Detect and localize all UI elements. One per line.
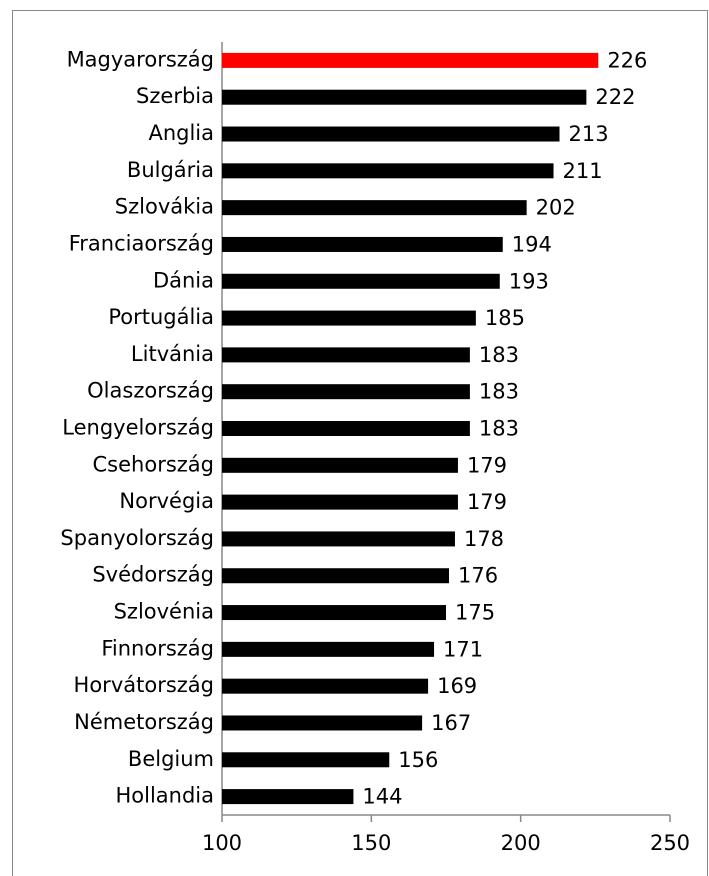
data-label: 167 — [431, 711, 471, 735]
x-tick-label: 250 — [650, 831, 690, 855]
y-tick-label: Lengyelország — [62, 416, 214, 440]
y-tick-label: Magyarország — [67, 47, 214, 71]
y-tick-label: Horvátország — [74, 673, 214, 697]
bar — [222, 457, 458, 473]
data-label: 211 — [563, 159, 603, 183]
data-label: 194 — [512, 232, 552, 256]
data-label: 144 — [362, 785, 402, 809]
data-label: 183 — [479, 380, 519, 404]
y-tick-label: Németország — [74, 710, 214, 734]
data-label: 226 — [607, 48, 647, 72]
y-tick-label: Hollandia — [115, 784, 214, 808]
bar — [222, 384, 470, 400]
y-tick-label: Szlovénia — [114, 600, 214, 624]
y-tick-label: Norvégia — [119, 489, 214, 513]
y-tick-label: Spanyolország — [60, 526, 214, 550]
bar — [222, 789, 354, 805]
data-label: 193 — [509, 269, 549, 293]
data-label: 171 — [443, 637, 483, 661]
y-tick-label: Szlovákia — [115, 195, 214, 219]
y-tick-label: Finnország — [101, 636, 214, 660]
bar — [222, 89, 587, 105]
y-tick-label: Olaszország — [87, 379, 214, 403]
bar — [222, 715, 423, 731]
data-label: 169 — [437, 674, 477, 698]
data-label: 183 — [479, 343, 519, 367]
y-tick-label: Litvánia — [131, 342, 214, 366]
bar — [222, 678, 429, 694]
y-tick-label: Szerbia — [136, 84, 214, 108]
y-tick-label: Portugália — [108, 305, 214, 329]
y-tick-label: Dánia — [153, 268, 214, 292]
x-tick-label: 150 — [351, 831, 391, 855]
y-tick-label: Franciaország — [69, 231, 214, 255]
y-tick-label: Svédország — [92, 563, 214, 587]
bar — [222, 163, 554, 179]
bar — [222, 52, 599, 68]
data-label: 202 — [536, 196, 576, 220]
bar — [222, 605, 446, 621]
data-label: 213 — [568, 122, 608, 146]
data-label: 175 — [455, 601, 495, 625]
bar — [222, 531, 455, 547]
y-tick-label: Belgium — [128, 747, 214, 771]
bar — [222, 568, 449, 584]
bar — [222, 752, 390, 768]
y-tick-label: Csehország — [93, 452, 214, 476]
bar — [222, 200, 527, 216]
bar — [222, 236, 503, 252]
data-label: 222 — [595, 85, 635, 109]
x-tick-label: 100 — [202, 831, 242, 855]
bar — [222, 126, 560, 142]
data-label: 156 — [398, 748, 438, 772]
data-label: 179 — [467, 453, 507, 477]
bar — [222, 421, 470, 436]
data-label: 179 — [467, 490, 507, 514]
data-label: 176 — [458, 564, 498, 588]
bar — [222, 273, 500, 289]
x-tick-label: 200 — [501, 831, 541, 855]
bar — [222, 494, 458, 510]
y-tick-label: Anglia — [148, 121, 214, 145]
bar — [222, 347, 470, 363]
y-tick-label: Bulgária — [127, 158, 214, 182]
data-label: 178 — [464, 527, 504, 551]
chart-frame — [12, 10, 708, 876]
data-label: 183 — [479, 417, 519, 441]
bar — [222, 310, 476, 326]
data-label: 185 — [485, 306, 525, 330]
bar — [222, 641, 435, 657]
